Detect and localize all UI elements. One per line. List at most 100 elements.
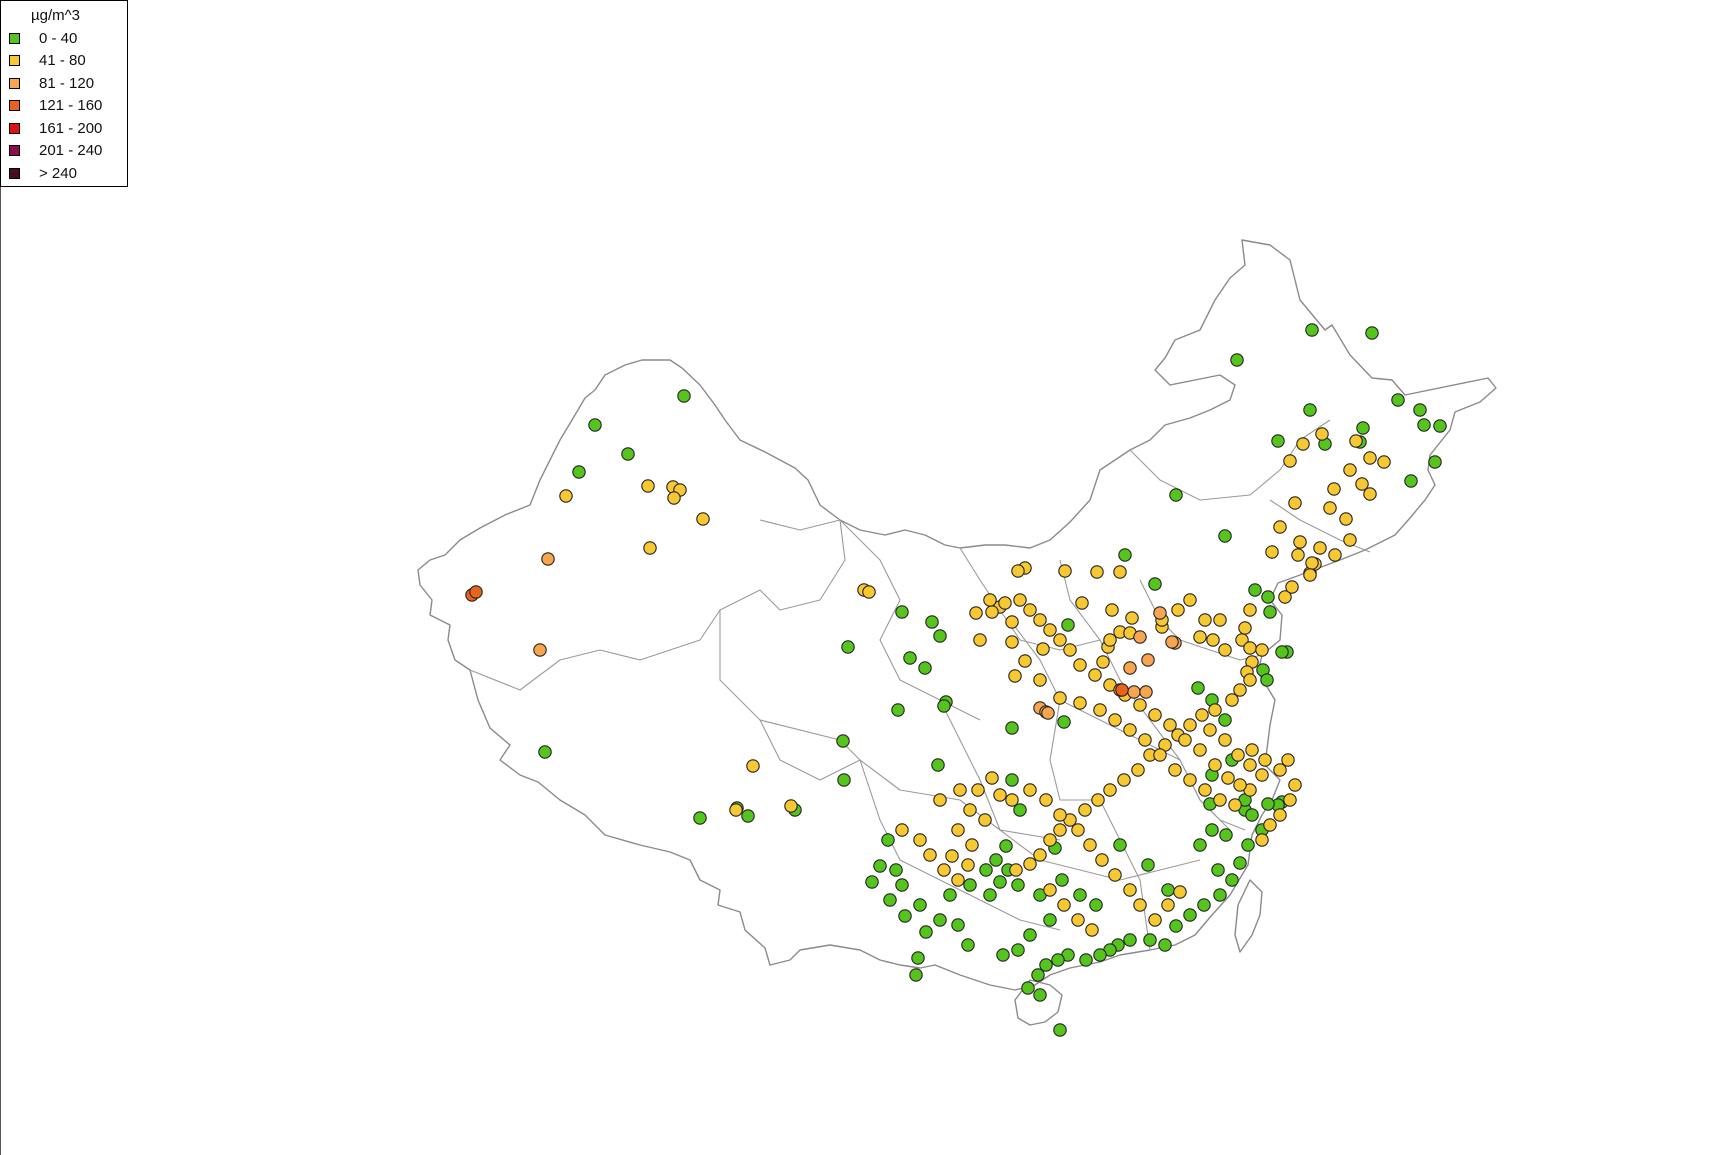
station-marker: [979, 863, 993, 877]
station-marker: [1123, 661, 1137, 675]
station-marker: [1377, 455, 1391, 469]
province-boundary: [859, 759, 1061, 931]
station-marker: [1091, 793, 1105, 807]
station-marker: [1138, 733, 1152, 747]
station-marker: [1275, 645, 1289, 659]
station-marker: [1233, 856, 1247, 870]
station-marker: [1108, 713, 1122, 727]
station-marker: [1195, 708, 1209, 722]
station-marker: [729, 803, 743, 817]
station-marker: [1225, 873, 1239, 887]
station-marker: [1241, 838, 1255, 852]
station-marker: [1117, 773, 1131, 787]
station-marker: [1125, 611, 1139, 625]
station-marker: [1071, 913, 1085, 927]
station-marker: [1143, 933, 1157, 947]
station-marker: [961, 858, 975, 872]
station-marker: [1161, 898, 1175, 912]
station-marker: [953, 783, 967, 797]
station-marker: [1123, 883, 1137, 897]
station-marker: [998, 596, 1012, 610]
station-marker: [1113, 565, 1127, 579]
station-marker: [1053, 823, 1067, 837]
station-marker: [1208, 703, 1222, 717]
station-marker: [1198, 783, 1212, 797]
legend-item: 81 - 120: [9, 72, 119, 95]
station-marker: [895, 605, 909, 619]
station-marker: [1206, 633, 1220, 647]
station-marker: [1071, 823, 1085, 837]
station-marker: [667, 491, 681, 505]
station-marker: [1133, 698, 1147, 712]
legend-item: 121 - 160: [9, 95, 119, 118]
station-marker: [1225, 693, 1239, 707]
station-marker: [1303, 568, 1317, 582]
station-marker: [1218, 529, 1232, 543]
legend-swatch: [9, 55, 20, 67]
station-marker: [973, 633, 987, 647]
station-marker: [1323, 501, 1337, 515]
station-marker: [1255, 833, 1269, 847]
station-marker: [985, 771, 999, 785]
station-marker: [989, 853, 1003, 867]
station-marker: [1273, 808, 1287, 822]
station-marker: [1255, 768, 1269, 782]
station-marker: [1005, 721, 1019, 735]
station-marker: [1221, 771, 1235, 785]
station-marker: [1073, 888, 1087, 902]
station-marker: [1090, 565, 1104, 579]
station-marker: [1033, 673, 1047, 687]
station-marker: [836, 734, 850, 748]
station-marker: [1305, 323, 1319, 337]
station-marker: [1075, 596, 1089, 610]
station-marker: [1349, 434, 1363, 448]
station-marker: [961, 938, 975, 952]
station-marker: [1273, 763, 1287, 777]
station-marker: [1089, 898, 1103, 912]
station-marker: [621, 447, 635, 461]
legend-item: 201 - 240: [9, 140, 119, 163]
legend-item: 0 - 40: [9, 27, 119, 50]
station-marker: [1031, 968, 1045, 982]
legend-swatch: [9, 167, 20, 179]
station-marker: [784, 799, 798, 813]
taiwan-outline: [1234, 879, 1263, 953]
station-marker: [1296, 437, 1310, 451]
station-marker: [1133, 630, 1147, 644]
station-marker: [1243, 758, 1257, 772]
station-marker: [588, 418, 602, 432]
station-marker: [903, 651, 917, 665]
station-marker: [643, 541, 657, 555]
station-marker: [1105, 603, 1119, 617]
station-marker: [1233, 683, 1247, 697]
frame-edge: [0, 0, 1, 1155]
station-marker: [965, 838, 979, 852]
station-marker: [1023, 603, 1037, 617]
legend-label: 81 - 120: [39, 74, 95, 92]
station-marker: [1073, 658, 1087, 672]
station-marker: [677, 389, 691, 403]
station-marker: [933, 629, 947, 643]
station-marker: [951, 918, 965, 932]
station-marker: [933, 913, 947, 927]
station-marker: [1021, 981, 1035, 995]
station-marker: [1163, 718, 1177, 732]
station-marker: [1123, 723, 1137, 737]
station-marker: [1095, 853, 1109, 867]
station-marker: [1261, 590, 1275, 604]
station-marker: [1198, 613, 1212, 627]
station-marker: [1158, 938, 1172, 952]
station-marker: [1153, 606, 1167, 620]
station-marker: [1043, 623, 1057, 637]
station-marker: [1011, 564, 1025, 578]
station-marker: [1141, 653, 1155, 667]
station-marker: [945, 849, 959, 863]
station-marker: [1363, 451, 1377, 465]
station-marker: [1243, 673, 1257, 687]
station-marker: [1171, 603, 1185, 617]
station-marker: [1265, 545, 1279, 559]
station-marker: [985, 605, 999, 619]
station-marker: [889, 863, 903, 877]
station-marker: [1023, 783, 1037, 797]
